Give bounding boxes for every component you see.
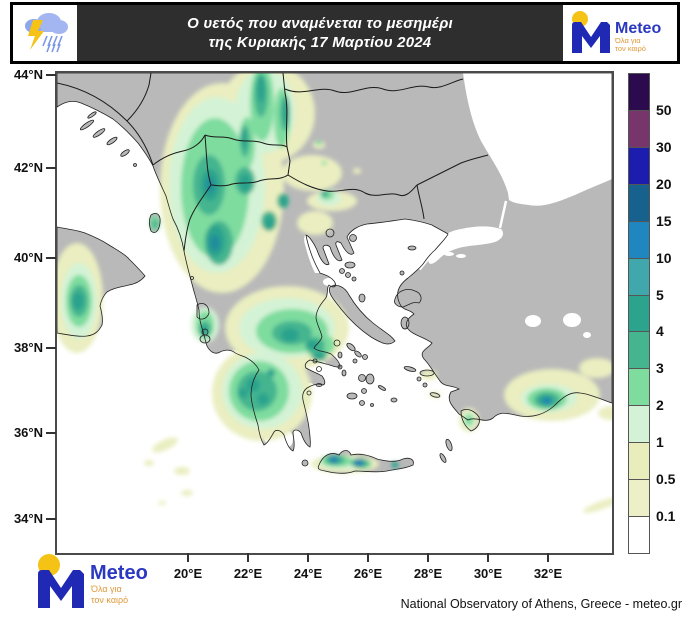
lon-tick-label: 30°E [473, 566, 503, 581]
legend-label: 2 [656, 397, 664, 414]
legend-segment [628, 109, 650, 148]
legend-segment [628, 368, 650, 407]
logo-m-icon [572, 22, 610, 53]
lon-tick [247, 553, 249, 562]
logo-tagline1-f: Όλα για [90, 584, 122, 594]
header-bar: Ο υετός που αναμένεται το μεσημέρι της Κ… [10, 2, 680, 64]
lat-tick-label: 44°N [13, 67, 43, 82]
lat-tick-label: 34°N [13, 511, 43, 526]
storm-icon-box [13, 5, 77, 61]
legend-label: 4 [656, 323, 664, 340]
lat-tick-label: 42°N [13, 160, 43, 175]
lon-tick-label: 28°E [413, 566, 443, 581]
legend-label: 3 [656, 360, 664, 377]
lat-tick [46, 167, 56, 169]
legend-label: 20 [656, 175, 672, 192]
legend-segment [628, 73, 650, 111]
meteo-logo-footer: Meteo Όλα για τον καιρό [38, 554, 148, 608]
lon-tick-label: 32°E [533, 566, 563, 581]
legend-segment [628, 257, 650, 296]
logo-brand-text-f: Meteo [90, 562, 148, 584]
lon-tick-label: 20°E [173, 566, 203, 581]
lon-tick [307, 553, 309, 562]
map-plot [55, 71, 614, 555]
lon-tick [187, 553, 189, 562]
greece-precipitation-map [57, 73, 612, 513]
title-line-2: της Κυριακής 17 Μαρτίου 2024 [208, 34, 432, 51]
legend-label: 0.5 [656, 471, 676, 488]
legend-label: 0.1 [656, 508, 676, 525]
legend-label: 50 [656, 101, 672, 118]
lon-tick [487, 553, 489, 562]
meteo-logo: Meteo Όλα για τον καιρό [572, 11, 661, 53]
lat-tick [46, 432, 56, 434]
legend-segment [628, 146, 650, 185]
legend-segment [628, 405, 650, 444]
lon-tick [427, 553, 429, 562]
legend-label: 15 [656, 212, 672, 229]
page-title: Ο υετός που αναμένεται το μεσημέρι της Κ… [77, 5, 563, 61]
storm-icon [25, 13, 68, 53]
logo-tagline2-h: τον καιρό [615, 44, 646, 53]
legend-label: 30 [656, 138, 672, 155]
lon-tick-label: 24°E [293, 566, 323, 581]
lat-tick [46, 518, 56, 520]
legend-label: 5 [656, 286, 664, 303]
legend-colorbar: 50 30 20 15 10 5 4 3 2 1 0.5 0.1 [628, 73, 675, 554]
lat-tick-label: 40°N [13, 250, 43, 265]
legend-segment [628, 220, 650, 259]
legend-segment [628, 516, 650, 554]
lat-tick [46, 257, 56, 259]
lat-tick [46, 74, 56, 76]
lat-tick [46, 347, 56, 349]
header-logo-box: Meteo Όλα για τον καιρό [563, 5, 677, 61]
legend-segment [628, 331, 650, 370]
legend-label: 1 [656, 434, 664, 451]
credit-text: National Observatory of Athens, Greece -… [400, 597, 682, 611]
title-line-1: Ο υετός που αναμένεται το μεσημέρι [187, 15, 453, 32]
logo-tagline2-f: τον καιρό [91, 595, 128, 605]
precipitation-overlay [57, 73, 612, 513]
lon-tick [547, 553, 549, 562]
footer-logo: Meteo Όλα για τον καιρό [28, 550, 168, 617]
lon-tick-label: 26°E [353, 566, 383, 581]
outline-layer [57, 73, 612, 474]
legend-segment [628, 442, 650, 481]
country-borders [57, 73, 489, 252]
legend-segment [628, 294, 650, 333]
lat-tick-label: 36°N [13, 425, 43, 440]
logo-tagline1-h: Όλα για [614, 36, 641, 45]
legend-segment [628, 183, 650, 222]
legend-segment [628, 479, 650, 518]
legend-label: 10 [656, 249, 672, 266]
lon-tick-label: 22°E [233, 566, 263, 581]
lat-tick-label: 38°N [13, 340, 43, 355]
lon-tick [367, 553, 369, 562]
logo-m-icon [38, 570, 84, 608]
logo-brand-text-h: Meteo [615, 20, 661, 37]
